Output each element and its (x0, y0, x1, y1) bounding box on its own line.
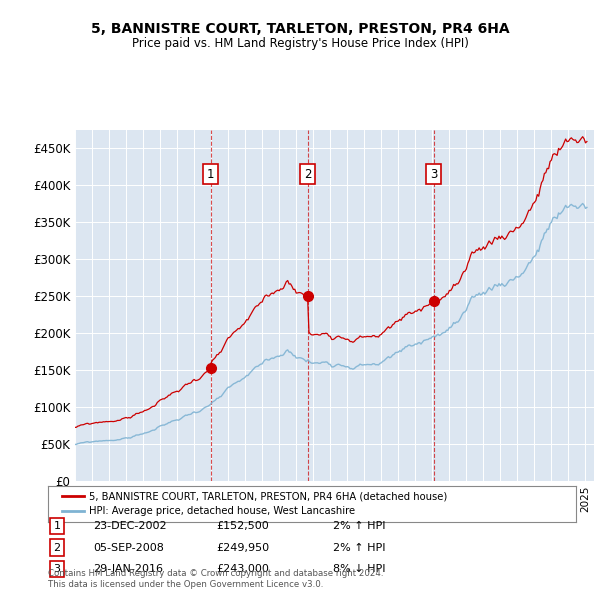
Text: 1: 1 (53, 522, 61, 531)
Text: 5, BANNISTRE COURT, TARLETON, PRESTON, PR4 6HA: 5, BANNISTRE COURT, TARLETON, PRESTON, P… (91, 22, 509, 36)
Text: 23-DEC-2002: 23-DEC-2002 (93, 522, 167, 531)
Text: Price paid vs. HM Land Registry's House Price Index (HPI): Price paid vs. HM Land Registry's House … (131, 37, 469, 50)
Text: 2% ↑ HPI: 2% ↑ HPI (333, 543, 386, 552)
Text: 29-JAN-2016: 29-JAN-2016 (93, 564, 163, 573)
Text: 2: 2 (304, 168, 311, 181)
Text: 8% ↓ HPI: 8% ↓ HPI (333, 564, 386, 573)
Text: £249,950: £249,950 (216, 543, 269, 552)
Text: 2: 2 (53, 543, 61, 552)
Text: £152,500: £152,500 (216, 522, 269, 531)
Text: 3: 3 (430, 168, 437, 181)
Text: 1: 1 (207, 168, 214, 181)
Text: £243,000: £243,000 (216, 564, 269, 573)
Text: 05-SEP-2008: 05-SEP-2008 (93, 543, 164, 552)
Text: Contains HM Land Registry data © Crown copyright and database right 2024.
This d: Contains HM Land Registry data © Crown c… (48, 569, 383, 589)
Text: 3: 3 (53, 564, 61, 573)
Text: 2% ↑ HPI: 2% ↑ HPI (333, 522, 386, 531)
Legend: 5, BANNISTRE COURT, TARLETON, PRESTON, PR4 6HA (detached house), HPI: Average pr: 5, BANNISTRE COURT, TARLETON, PRESTON, P… (58, 487, 452, 520)
